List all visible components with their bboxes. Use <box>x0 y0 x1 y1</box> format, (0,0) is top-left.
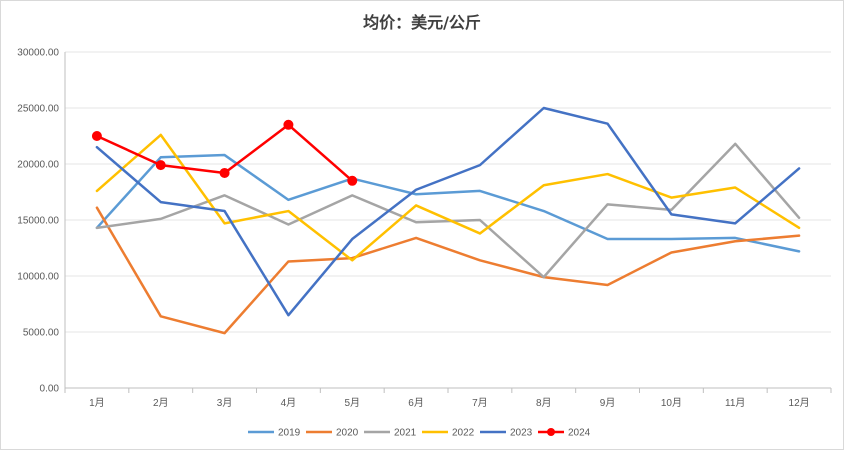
series-line-2023 <box>95 106 801 317</box>
axes: 0.00 5000.00 10000.00 15000.00 20000.00 25000… <box>17 48 832 409</box>
legend-item-2023: 2023 <box>480 428 533 439</box>
x-tick-label: 9月 <box>600 397 616 409</box>
y-tick-label: 25000.00 <box>17 104 59 115</box>
legend-label: 2020 <box>336 428 359 439</box>
chart-title: 均价：美元/公斤 <box>363 13 481 32</box>
legend-label: 2021 <box>394 428 417 439</box>
legend-item-2020: 2020 <box>306 428 359 439</box>
x-tick-label: 5月 <box>344 397 360 409</box>
data-point-2024 <box>283 119 294 130</box>
legend-label: 2023 <box>510 428 533 439</box>
x-tick-label: 2月 <box>153 397 169 409</box>
legend-item-2021: 2021 <box>364 428 417 439</box>
x-tick-label: 7月 <box>472 397 488 409</box>
x-tick-label: 3月 <box>217 397 233 409</box>
y-tick-label: 10000.00 <box>17 272 59 283</box>
data-point-2024 <box>155 160 166 171</box>
y-tick-label: 15000.00 <box>17 216 59 227</box>
series-line-2019 <box>95 153 801 253</box>
x-tick-label: 10月 <box>661 397 682 409</box>
data-point-2024 <box>347 175 358 186</box>
y-tick-label: 5000.00 <box>23 328 60 339</box>
y-tick-label: 20000.00 <box>17 160 59 171</box>
y-tick-label: 30000.00 <box>17 48 59 59</box>
x-tick-label: 6月 <box>408 397 424 409</box>
data-point-2024 <box>219 167 230 178</box>
series-line-2021 <box>95 142 801 279</box>
series-line-2020 <box>95 206 801 335</box>
legend: 2019 2020 2021 2022 2023 2024 <box>248 428 591 439</box>
x-tick-label: 11月 <box>725 397 745 409</box>
y-tick-label: 0.00 <box>40 384 60 395</box>
legend-item-2024: 2024 <box>538 428 591 439</box>
data-point-2024 <box>91 131 102 141</box>
legend-label: 2024 <box>568 428 591 439</box>
x-tick-label: 8月 <box>536 397 552 409</box>
legend-item-2019: 2019 <box>248 428 301 439</box>
series-lines <box>91 106 801 335</box>
series-line-2022 <box>95 133 801 262</box>
legend-item-2022: 2022 <box>422 428 475 439</box>
x-tick-label: 4月 <box>281 397 297 409</box>
legend-label: 2022 <box>452 428 475 439</box>
x-tick-label: 12月 <box>789 397 810 409</box>
legend-label: 2019 <box>278 428 301 439</box>
legend-marker <box>547 428 555 436</box>
x-tick-label: 1月 <box>89 397 105 409</box>
